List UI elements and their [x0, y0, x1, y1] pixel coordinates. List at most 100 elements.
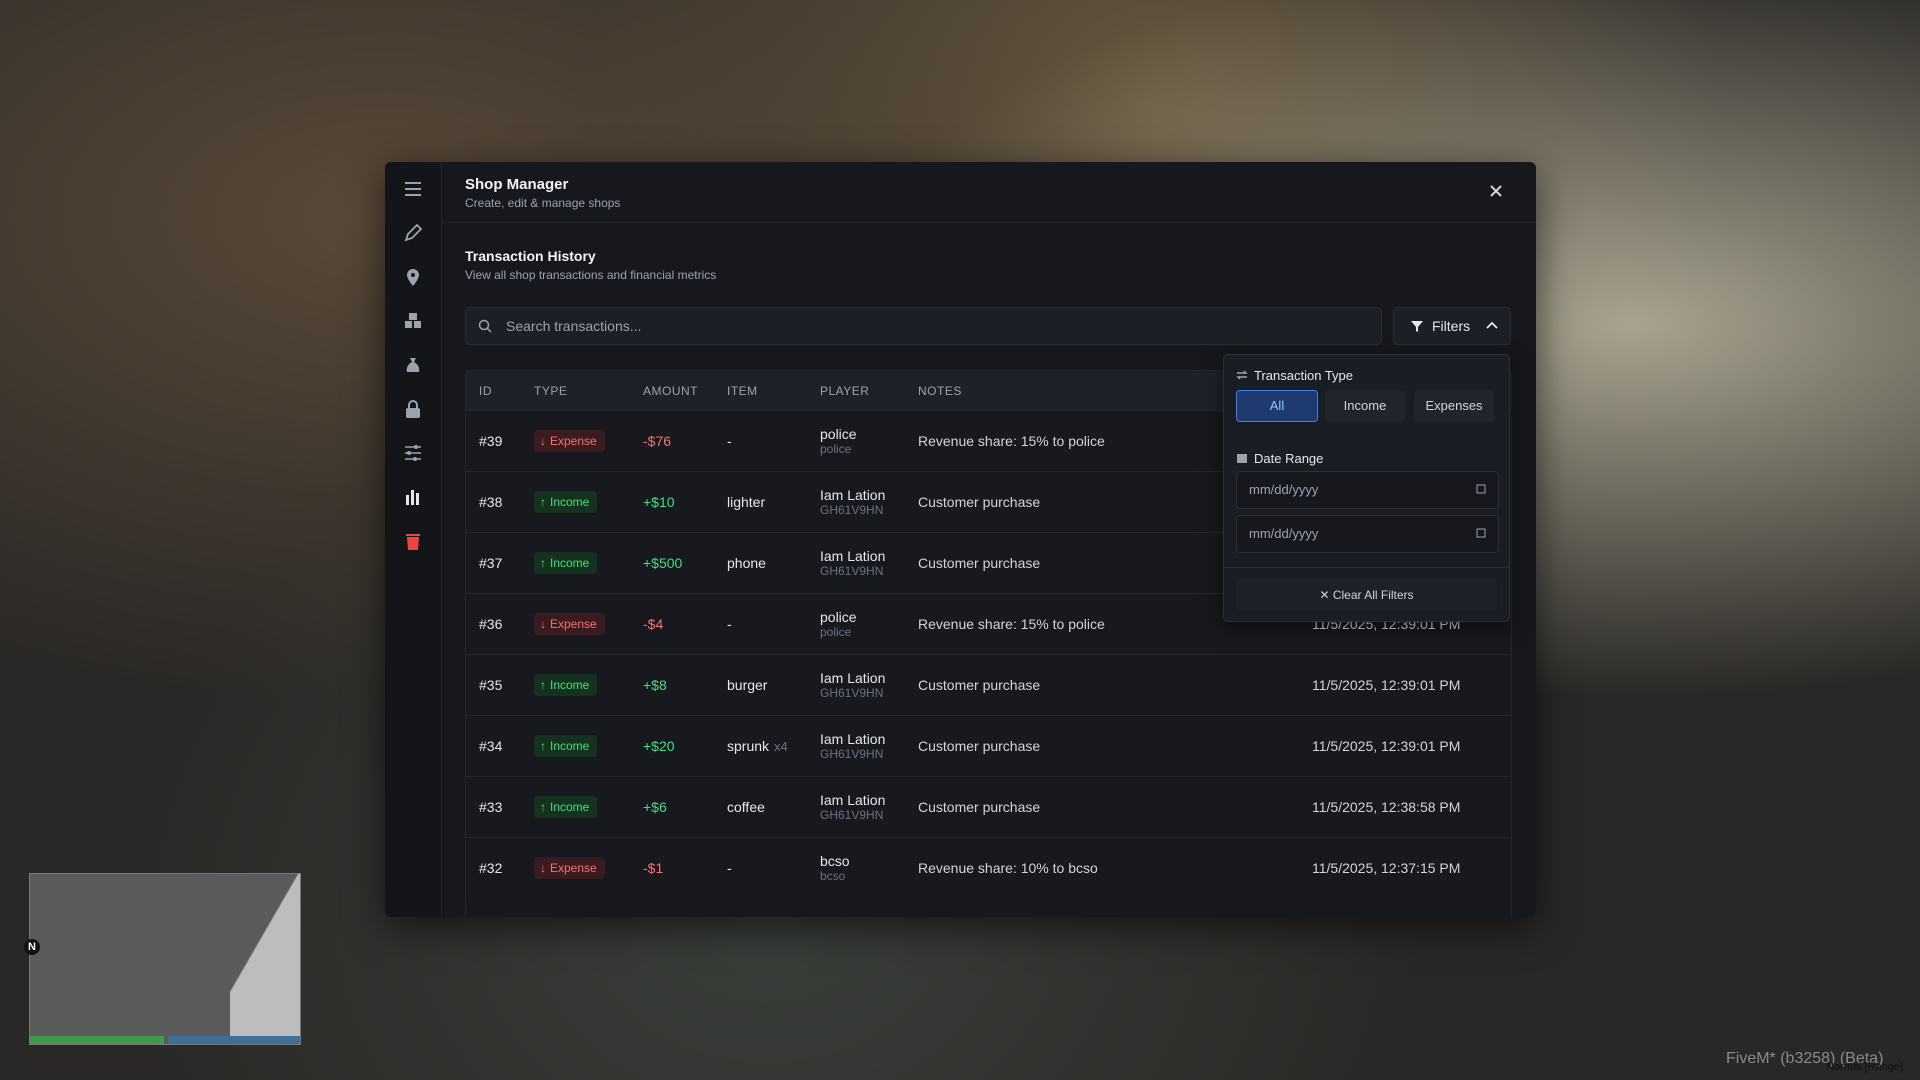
player-name: police	[820, 609, 857, 625]
location-icon[interactable]	[403, 267, 423, 287]
notes: Revenue share: 10% to bcso	[918, 860, 1098, 876]
player: Iam Lation GH61V9HN	[820, 670, 885, 700]
arrow-icon: ↑	[540, 800, 546, 814]
type-badge: ↑ Income	[534, 735, 598, 757]
item-name: -	[727, 860, 732, 876]
type-option[interactable]: All	[1236, 390, 1318, 422]
transaction-row[interactable]: #35 ↑ Income +$8 burger Iam Lation GH61V9HN Cus…	[466, 654, 1511, 715]
type-badge: ↑ Income	[534, 552, 598, 574]
search-input[interactable]: Search transactions...	[465, 307, 1382, 345]
player-name: Iam Lation	[820, 792, 886, 808]
column-header: NOTES	[918, 383, 962, 398]
settings-icon[interactable]	[403, 443, 423, 463]
date-to[interactable]: mm/dd/yyyy	[1236, 515, 1499, 553]
player: bcso bcso	[820, 853, 850, 883]
header: Shop Manager Create, edit & manage shops	[442, 162, 1536, 223]
id: #34	[479, 738, 503, 754]
amount: -$1	[643, 860, 664, 876]
date-placeholder: mm/dd/yyyy	[1249, 526, 1319, 541]
notes: Customer purchase	[918, 494, 1041, 510]
date-from[interactable]: mm/dd/yyyy	[1236, 471, 1499, 509]
clear-filters-button[interactable]: ✕ Clear All Filters	[1236, 579, 1497, 611]
player: Iam Lation GH61V9HN	[820, 548, 885, 578]
item: lighter	[727, 494, 765, 510]
amount: -$76	[643, 433, 672, 449]
id: #36	[479, 616, 503, 632]
column-header: TYPE	[534, 383, 568, 398]
amount: +$10	[643, 494, 675, 510]
notes: Customer purchase	[918, 799, 1041, 815]
date: 11/5/2025, 12:38:58 PM	[1312, 799, 1461, 815]
search-placeholder: Search transactions...	[506, 318, 642, 334]
stats-icon[interactable]	[403, 487, 423, 507]
date-placeholder: mm/dd/yyyy	[1249, 482, 1319, 497]
item: phone	[727, 555, 766, 571]
menu-icon[interactable]	[403, 179, 423, 199]
clear-label: Clear All Filters	[1332, 588, 1414, 602]
notes: Customer purchase	[918, 677, 1041, 693]
money-icon[interactable]	[403, 355, 423, 375]
column-header: AMOUNT	[643, 383, 698, 398]
player-name: Iam Lation	[820, 670, 886, 686]
arrow-icon: ↓	[540, 434, 546, 448]
edit-icon[interactable]	[403, 223, 423, 243]
mode-label: Normal [Range]	[1826, 1061, 1904, 1073]
player: Iam Lation GH61V9HN	[820, 731, 885, 761]
type-badge: ↓ Expense	[534, 857, 605, 879]
search-icon	[478, 319, 492, 333]
type-label: Income	[550, 739, 590, 753]
player-id: GH61V9HN	[820, 564, 884, 578]
type-label: Income	[550, 495, 590, 509]
compass: N	[24, 939, 40, 955]
road	[230, 874, 300, 1044]
type-option[interactable]: Income	[1325, 390, 1405, 422]
id: #35	[479, 677, 503, 693]
id: #32	[479, 860, 503, 876]
transaction-row[interactable]: #36 ↓ Expense -$4 - police police Revenue share…	[466, 593, 1511, 654]
type-badge: ↓ Expense	[534, 613, 605, 635]
type-badge: ↑ Income	[534, 796, 598, 818]
chevron	[1486, 321, 1498, 329]
transaction-row[interactable]: #34 ↑ Income +$20 sprunk x4 Iam Lation GH61V9HN…	[466, 715, 1511, 776]
player-id: GH61V9HN	[820, 686, 884, 700]
delete-icon[interactable]	[403, 531, 423, 551]
player-id: bcso	[820, 869, 846, 883]
date-label: Date Range	[1254, 451, 1324, 466]
transaction-row[interactable]: #32 ↓ Expense -$1 - bcso bcso Revenue share: 10…	[466, 837, 1511, 898]
filters-dropdown: Transaction Type All Income Expenses Date …	[1223, 354, 1510, 622]
lock-icon[interactable]	[403, 399, 423, 419]
arrow-icon: ↑	[540, 739, 546, 753]
id: #33	[479, 799, 503, 815]
filters-label: Filters	[1432, 318, 1471, 334]
notes: Revenue share: 15% to police	[918, 616, 1105, 632]
type-label: Transaction Type	[1254, 368, 1353, 383]
transaction-row[interactable]: #33 ↑ Income +$6 coffee Iam Lation GH61V9HN Cus…	[466, 776, 1511, 837]
player-name: Iam Lation	[820, 487, 886, 503]
player: Iam Lation GH61V9HN	[820, 487, 885, 517]
column-header: ITEM	[727, 383, 758, 398]
date: 11/5/2025, 12:39:01 PM	[1312, 677, 1461, 693]
item-name: coffee	[727, 799, 765, 815]
title: Shop Manager	[465, 176, 569, 193]
item-name: -	[727, 433, 732, 449]
subtitle: Create, edit & manage shops	[465, 196, 621, 210]
close-button[interactable]	[1489, 184, 1503, 198]
filters-button[interactable]: Filters	[1393, 307, 1511, 345]
type-label: Income	[550, 800, 590, 814]
stock-icon[interactable]	[403, 311, 423, 331]
minimap	[29, 873, 301, 1045]
item-qty: x4	[774, 739, 788, 754]
notes: Customer purchase	[918, 555, 1041, 571]
player-id: GH61V9HN	[820, 503, 884, 517]
type-label: Expense	[550, 617, 597, 631]
type-label: Income	[550, 556, 590, 570]
id: #38	[479, 494, 503, 510]
item-name: burger	[727, 677, 768, 693]
type-option[interactable]: Expenses	[1414, 390, 1494, 422]
player: police police	[820, 426, 857, 456]
column-header: ID	[479, 383, 492, 398]
calendar-icon	[1237, 454, 1247, 463]
table-body: #39 ↓ Expense -$76- police police Revenue shar…	[466, 410, 1511, 898]
player-id: GH61V9HN	[820, 747, 884, 761]
